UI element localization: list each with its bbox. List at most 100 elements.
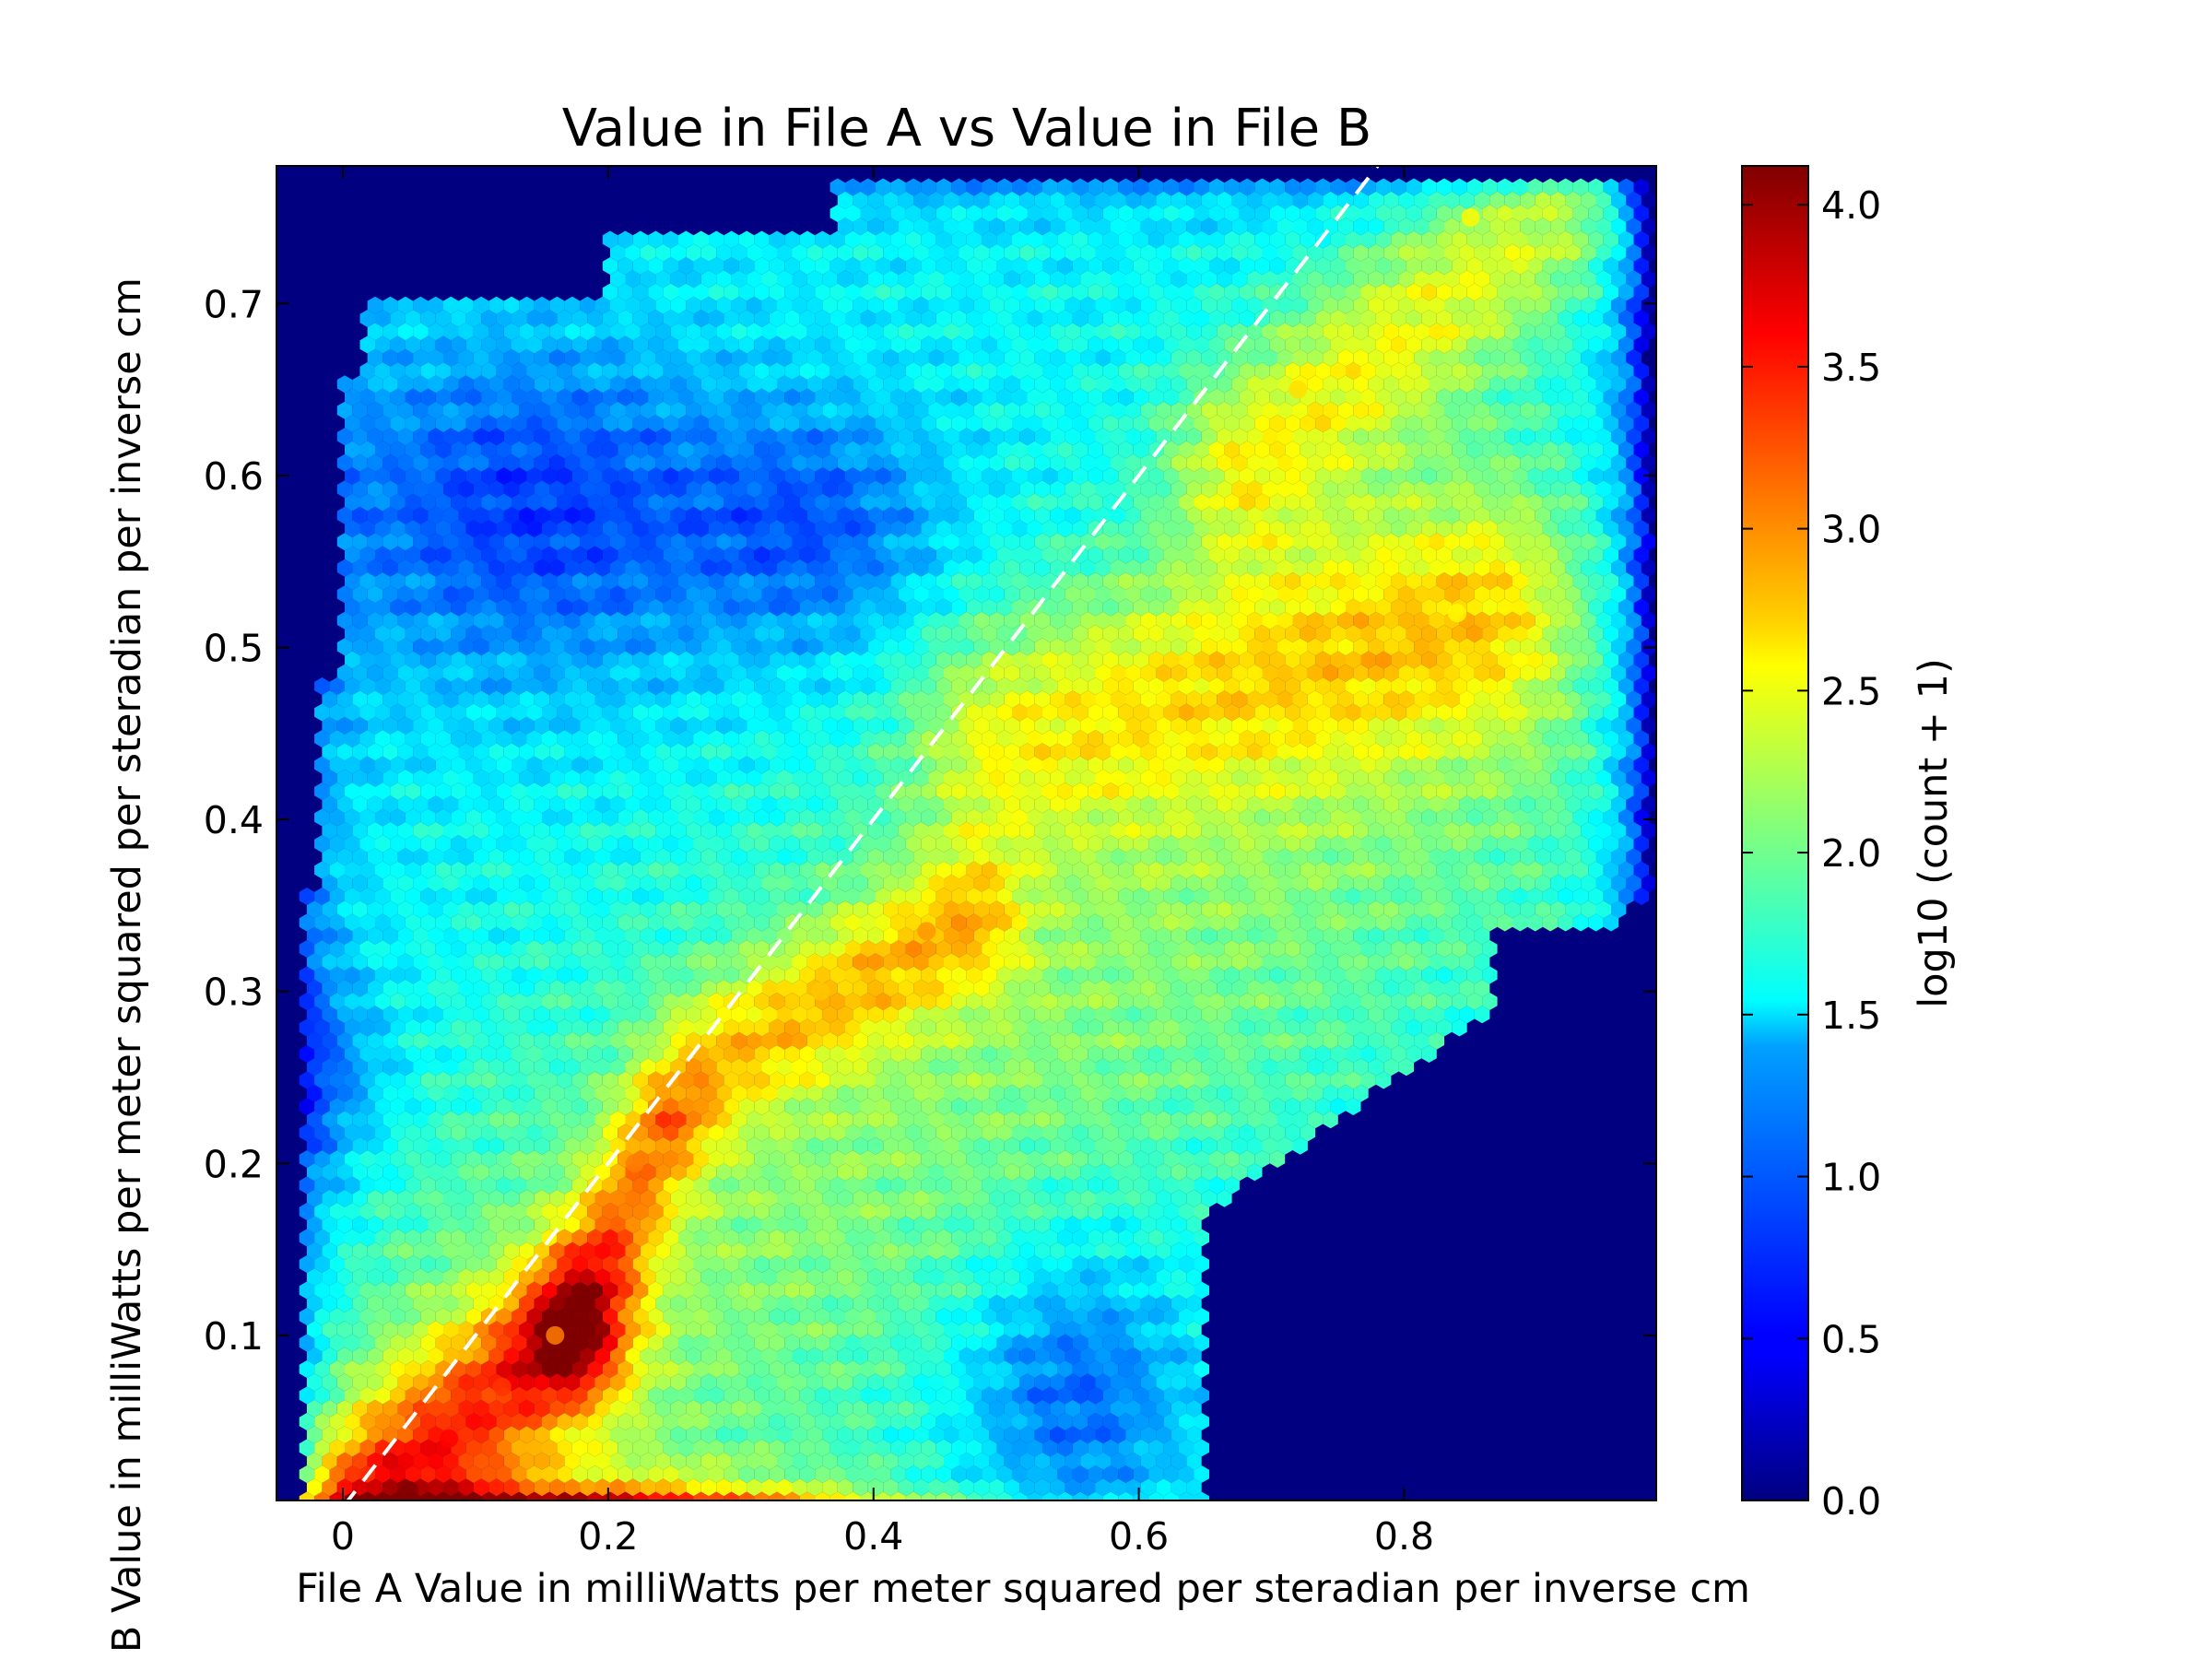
- hex-cell: [1004, 1189, 1020, 1207]
- hex-cell: [428, 1399, 443, 1418]
- hex-cell: [443, 1294, 459, 1312]
- hex-cell: [959, 1452, 974, 1470]
- hex-cell: [944, 1452, 959, 1470]
- hex-cell: [663, 1491, 678, 1500]
- hex-cell: [944, 1216, 959, 1234]
- hex-cell: [451, 1465, 466, 1483]
- hex-cell: [488, 1321, 504, 1339]
- hex-cell: [1027, 1308, 1042, 1325]
- hex-cell: [1156, 1426, 1171, 1444]
- hex-cell: [883, 1373, 899, 1392]
- hex-cell: [1012, 1491, 1028, 1500]
- hex-cell: [754, 1360, 770, 1378]
- hex-cell: [1102, 1203, 1119, 1220]
- hex-cell: [693, 1203, 709, 1220]
- hex-cell: [769, 1281, 785, 1300]
- hex-cell: [1065, 1268, 1081, 1287]
- hex-cell: [534, 1321, 550, 1339]
- hex-cell: [1156, 1294, 1171, 1312]
- hex-cell: [1019, 1294, 1035, 1312]
- hex-cell: [329, 1281, 345, 1300]
- hex-cell: [526, 1334, 542, 1352]
- hex-cell: [352, 1216, 368, 1234]
- hex-cell: [610, 1216, 626, 1234]
- hex-cell: [860, 1255, 876, 1273]
- hex-cell: [375, 1255, 391, 1273]
- hex-cell: [314, 1334, 330, 1352]
- hex-cell: [557, 1229, 572, 1247]
- hex-cell: [1111, 1321, 1126, 1339]
- hex-cell: [382, 1321, 398, 1339]
- hex-cell: [352, 1426, 368, 1444]
- hex-cell: [700, 1163, 717, 1182]
- hex-cell: [405, 1176, 421, 1194]
- hex-cell: [959, 1426, 974, 1444]
- hex-cell: [693, 1386, 709, 1405]
- hex-cell: [632, 1203, 649, 1220]
- hex-cell: [534, 1189, 550, 1207]
- hex-cell: [458, 1347, 474, 1365]
- hex-cell: [951, 1281, 967, 1300]
- hex-cell: [306, 1452, 323, 1470]
- hex-cell: [716, 1216, 732, 1234]
- hex-cell: [996, 1386, 1012, 1405]
- hex-cell: [610, 1163, 626, 1182]
- hex-cell: [1042, 1281, 1058, 1300]
- hex-cell: [420, 1281, 436, 1300]
- hex-cell: [709, 1491, 724, 1500]
- hex-cell: [473, 1478, 489, 1497]
- hex-cell: [716, 1347, 732, 1365]
- hex-cell: [610, 1241, 626, 1260]
- hex-cell: [905, 1386, 922, 1405]
- hex-cell: [405, 1465, 421, 1483]
- hex-cell: [700, 1373, 717, 1392]
- hex-cell: [322, 1452, 337, 1470]
- hex-cell: [655, 1241, 671, 1260]
- hex-cell: [686, 1268, 701, 1287]
- hex-cell: [951, 1203, 967, 1220]
- hex-cell: [465, 1491, 482, 1500]
- hex-cell: [1171, 1321, 1187, 1339]
- hex-cell: [1186, 1426, 1202, 1444]
- hex-cell: [390, 1360, 406, 1378]
- hex-cell: [375, 1203, 391, 1220]
- hex-cell: [465, 1465, 482, 1483]
- hex-cell: [1072, 1176, 1088, 1194]
- hex-cell: [1012, 1413, 1028, 1430]
- hex-cell: [1156, 1216, 1171, 1234]
- hex-cell: [314, 1465, 330, 1483]
- hex-cell: [1125, 1321, 1141, 1339]
- hex-cell: [663, 1255, 678, 1273]
- hex-cell: [618, 1465, 633, 1483]
- hex-cell: [1148, 1360, 1164, 1378]
- hex-cell: [1148, 1491, 1164, 1500]
- hex-cell: [731, 1452, 747, 1470]
- hex-cell: [602, 1176, 618, 1194]
- hex-cell: [731, 1321, 747, 1339]
- hex-cell: [1034, 1216, 1051, 1234]
- hex-cell: [534, 1452, 550, 1470]
- hex-cell: [822, 1163, 838, 1182]
- hex-cell: [867, 1373, 884, 1392]
- hex-cell: [905, 1255, 922, 1273]
- hex-cell: [883, 1294, 899, 1312]
- hex-cell: [587, 1439, 603, 1457]
- hex-cell: [329, 1255, 345, 1273]
- hex-cell: [359, 1255, 375, 1273]
- hex-cell: [1019, 1189, 1035, 1207]
- hex-cell: [837, 1373, 853, 1392]
- hex-cell: [784, 1150, 800, 1168]
- hex-cell: [989, 1294, 1005, 1312]
- hex-cell: [1080, 1373, 1096, 1392]
- hex-cell: [580, 1216, 595, 1234]
- hex-cell: [769, 1334, 785, 1352]
- hex-cell: [1004, 1426, 1020, 1444]
- hex-cell: [738, 1465, 755, 1483]
- hex-cell: [1012, 1255, 1028, 1273]
- hex-cell: [1163, 1439, 1179, 1457]
- hex-cell: [845, 1360, 861, 1378]
- hex-cell: [1050, 1294, 1065, 1312]
- hex-cell: [1156, 1373, 1171, 1392]
- hex-cell: [359, 1413, 375, 1430]
- hex-cell: [413, 1268, 429, 1287]
